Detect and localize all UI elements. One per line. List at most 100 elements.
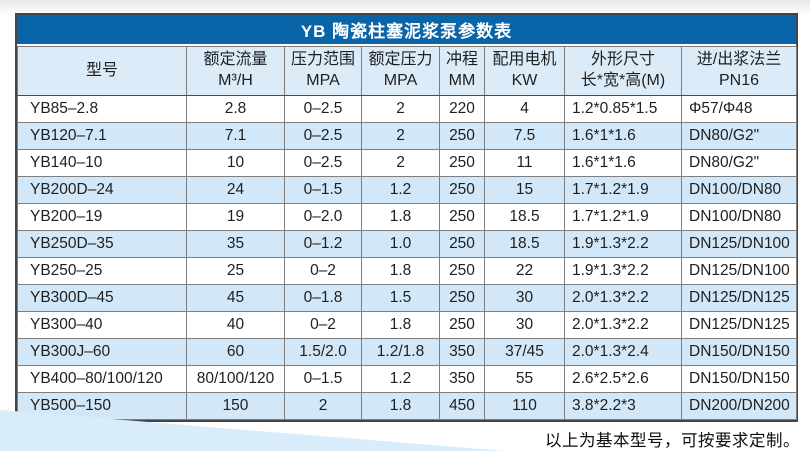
parameters-table: 型号 额定流量 M³/H 压力范围 MPA 额定压力 MPA 冲程 MM 配用电机 KW 外形尺寸 长*… (17, 46, 797, 420)
table-cell: DN125/DN125 (681, 284, 797, 312)
table-cell: 0–2.5 (284, 95, 362, 123)
column-header-line: MPA (383, 72, 418, 89)
table-cell: DN125/DN125 (681, 311, 797, 339)
column-header-line: 额定压力 (368, 51, 433, 69)
footer-note: 以上为基本型号，可按要求定制。 (545, 432, 800, 450)
table-cell: DN125/DN100 (681, 257, 797, 285)
table-cell: 55 (484, 365, 565, 393)
table-row: YB300J–60 60 1.5/2.0 1.2/1.8 350 37/45 2.0*1.3… (17, 338, 797, 366)
table-cell: 10 (186, 149, 285, 177)
table-cell: 2 (361, 122, 440, 150)
table-cell: 0–1.8 (284, 284, 362, 312)
table-cell: 18.5 (484, 203, 565, 231)
table-row: YB400–80/100/120 80/100/120 0–1.5 1.2 350 55 2… (17, 365, 797, 393)
table-cell: DN100/DN80 (681, 176, 797, 204)
table-row: YB250D–35 35 0–1.2 1.0 250 18.5 1.9*1.3*2.2 DN1… (17, 230, 797, 258)
column-header-line: 配用电机 (492, 51, 557, 69)
table-cell: 2 (284, 392, 362, 420)
table-cell: 250 (439, 230, 485, 258)
column-header: 额定流量 M³/H (186, 46, 285, 96)
table-cell: 1.7*1.2*1.9 (564, 176, 682, 204)
table-cell: 7.5 (484, 122, 565, 150)
table-cell: 250 (439, 311, 485, 339)
table-cell: 350 (439, 338, 485, 366)
table-cell: 250 (439, 203, 485, 231)
column-header-line: 冲程 (445, 51, 478, 69)
column-header-line: 进/出浆法兰 (696, 51, 782, 69)
column-header-line: 压力范围 (290, 51, 355, 69)
table-cell: YB200–19 (17, 203, 187, 231)
column-header-line: PN16 (718, 72, 760, 89)
table-cell: 30 (484, 284, 565, 312)
table-cell: DN150/DN150 (681, 338, 797, 366)
table-cell: 1.2*0.85*1.5 (564, 95, 682, 123)
table-cell: 2.0*1.3*2.4 (564, 338, 682, 366)
table-cell: 1.8 (361, 392, 440, 420)
column-header-line: M³/H (218, 72, 253, 89)
table-cell: 35 (186, 230, 285, 258)
table-row: YB300–40 40 0–2 1.8 250 30 2.0*1.3*2.2 DN125/DN… (17, 311, 797, 339)
table-cell: 37/45 (484, 338, 565, 366)
column-header-line: 型号 (85, 61, 118, 79)
table-cell: 250 (439, 176, 485, 204)
table-cell: 19 (186, 203, 285, 231)
table-row: YB250–25 25 0–2 1.8 250 22 1.9*1.3*2.2 DN125/DN… (17, 257, 797, 285)
column-header: 冲程 MM (439, 46, 485, 96)
table-cell: 18.5 (484, 230, 565, 258)
table-cell: 2.0*1.3*2.2 (564, 311, 682, 339)
table-cell: 0–1.5 (284, 365, 362, 393)
table-cell: 1.6*1*1.6 (564, 149, 682, 177)
column-header-line: MM (448, 72, 476, 89)
table-row: YB85–2.8 2.8 0–2.5 2 220 4 1.2*0.85*1.5 Φ57/Φ48 (17, 95, 797, 123)
table-cell: 110 (484, 392, 565, 420)
table-cell: 60 (186, 338, 285, 366)
table-cell: 22 (484, 257, 565, 285)
table-cell: 1.8 (361, 311, 440, 339)
table-cell: DN150/DN150 (681, 365, 797, 393)
table-cell: YB400–80/100/120 (17, 365, 187, 393)
column-header: 额定压力 MPA (361, 46, 440, 96)
table-cell: 0–2 (284, 257, 362, 285)
column-header-line: MPA (306, 72, 340, 89)
table-cell: 150 (186, 392, 285, 420)
column-header: 压力范围 MPA (284, 46, 362, 96)
table-cell: DN80/G2" (681, 122, 797, 150)
table-cell: 2 (361, 149, 440, 177)
table-cell: 11 (484, 149, 565, 177)
table-cell: 1.9*1.3*2.2 (564, 230, 682, 258)
table-cell: 30 (484, 311, 565, 339)
table-cell: YB300–40 (17, 311, 187, 339)
table-row: YB300D–45 45 0–1.8 1.5 250 30 2.0*1.3*2.2 DN125… (17, 284, 797, 312)
table-row: YB120–7.1 7.1 0–2.5 2 250 7.5 1.6*1*1.6 DN80/G2… (17, 122, 797, 150)
table-cell: DN80/G2" (681, 149, 797, 177)
table-cell: YB200D–24 (17, 176, 187, 204)
table-cell: 24 (186, 176, 285, 204)
table-cell: 0–2.5 (284, 149, 362, 177)
column-header-line: 额定流量 (203, 51, 268, 69)
table-cell: 250 (439, 122, 485, 150)
table-row: YB140–10 10 0–2.5 2 250 11 1.6*1*1.6 DN80/G2" (17, 149, 797, 177)
table-cell: 0–2.5 (284, 122, 362, 150)
table-cell: 2.6*2.5*2.6 (564, 365, 682, 393)
table-cell: DN200/DN200 (681, 392, 797, 420)
table-cell: 1.7*1.2*1.9 (564, 203, 682, 231)
table-cell: 3.8*2.2*3 (564, 392, 682, 420)
table-cell: 2.0*1.3*2.2 (564, 284, 682, 312)
table-cell: 0–2 (284, 311, 362, 339)
table-cell: 350 (439, 365, 485, 393)
table-cell: 450 (439, 392, 485, 420)
table-cell: 1.5/2.0 (284, 338, 362, 366)
table-row: YB200D–24 24 0–1.5 1.2 250 15 1.7*1.2*1.9 DN100… (17, 176, 797, 204)
column-header: 型号 (17, 46, 187, 96)
table-cell: 0–2.0 (284, 203, 362, 231)
pump-parameter-table: YB 陶瓷柱塞泥浆泵参数表 型号 额定流量 M³/H 压力范围 MPA 额定压力 MPA 冲程… (15, 13, 798, 422)
column-header-line: 外形尺寸 (590, 51, 655, 69)
table-cell: 1.5 (361, 284, 440, 312)
table-cell: 2.8 (186, 95, 285, 123)
table-cell: 80/100/120 (186, 365, 285, 393)
table-cell: DN125/DN100 (681, 230, 797, 258)
table-cell: 1.8 (361, 203, 440, 231)
table-cell: YB300J–60 (17, 338, 187, 366)
table-cell: 1.2 (361, 176, 440, 204)
table-cell: 220 (439, 95, 485, 123)
